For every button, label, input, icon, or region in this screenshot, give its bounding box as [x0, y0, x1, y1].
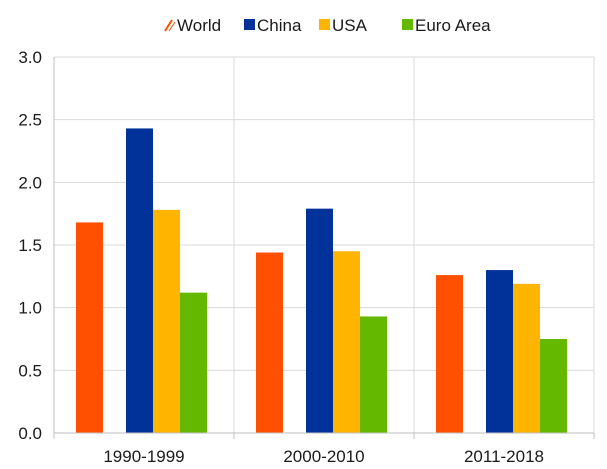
bar-world-2011-2018 — [436, 275, 463, 433]
legend-item-world: World — [164, 16, 221, 35]
legend-swatch-world — [164, 19, 173, 32]
y-tick-label: 2.0 — [18, 173, 42, 192]
legend-item-euro-area: Euro Area — [402, 16, 491, 35]
bar-usa-2011-2018 — [513, 283, 540, 433]
x-tick-label: 2011-2018 — [464, 447, 544, 466]
bar-euro-area-2000-2010 — [360, 316, 387, 433]
bars — [76, 128, 567, 433]
legend-label-euro-area: Euro Area — [415, 16, 491, 35]
legend-item-china: China — [244, 16, 302, 35]
legend-label-usa: USA — [332, 16, 368, 35]
legend-swatch-euro-area — [402, 19, 413, 30]
legend-swatch-china — [244, 19, 255, 30]
bar-usa-1990-1999 — [153, 209, 180, 433]
legend-swatch-usa — [319, 19, 330, 30]
bar-china-1990-1999 — [126, 128, 153, 433]
y-tick-label: 1.0 — [18, 299, 42, 318]
legend-swatch-world-accent — [168, 21, 176, 32]
x-tick-label: 1990-1999 — [103, 447, 184, 466]
x-tick-label: 2000-2010 — [283, 447, 364, 466]
bar-world-1990-1999 — [76, 222, 103, 433]
bar-world-2000-2010 — [256, 252, 283, 433]
bar-china-2011-2018 — [486, 270, 513, 433]
legend-label-world: World — [177, 16, 221, 35]
y-tick-label: 1.5 — [18, 236, 42, 255]
y-tick-label: 0.5 — [18, 361, 42, 380]
bar-euro-area-1990-1999 — [180, 292, 207, 433]
bar-china-2000-2010 — [306, 208, 333, 433]
legend: World China USA Euro Area — [164, 16, 491, 35]
bar-euro-area-2011-2018 — [540, 339, 567, 433]
y-tick-label: 0.0 — [18, 424, 42, 443]
y-tick-label: 2.5 — [18, 111, 42, 130]
bar-usa-2000-2010 — [333, 251, 360, 433]
legend-label-china: China — [257, 16, 302, 35]
legend-item-usa: USA — [319, 16, 368, 35]
y-tick-label: 3.0 — [18, 48, 42, 67]
axes: 0.0 0.5 1.0 1.5 2.0 2.5 3.0 1990-1999 2000-2010 2… — [18, 48, 595, 466]
